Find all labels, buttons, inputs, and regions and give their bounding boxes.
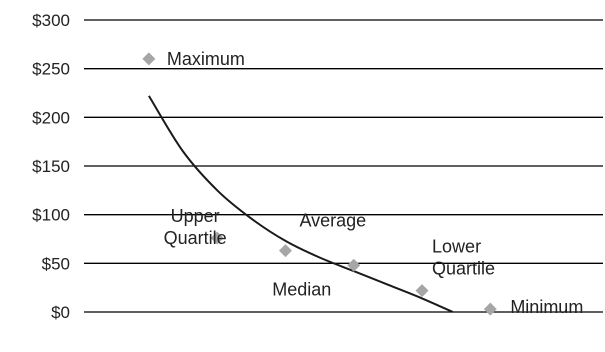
data-label: Maximum (167, 49, 245, 69)
data-point-marker (210, 231, 224, 245)
trend-curve (148, 95, 454, 313)
trend-curve-layer (148, 95, 454, 313)
data-label: Median (272, 279, 331, 299)
data-label: Lower Quartile (432, 237, 495, 279)
y-tick-label: $200 (32, 108, 70, 127)
y-tick-label: $100 (32, 206, 70, 225)
gridlines (84, 19, 603, 313)
y-tick-label: $300 (32, 11, 70, 30)
y-tick-label: $150 (32, 157, 70, 176)
data-point-marker (483, 302, 497, 316)
data-points (142, 52, 497, 316)
data-point-marker (347, 258, 361, 272)
data-point-marker (278, 244, 292, 258)
y-axis-tick-labels: $0 $50 $100 $150 $200 $250 $300 (32, 11, 70, 322)
point-labels: Maximum Upper Quartile Average Median Lower Qu… (164, 49, 584, 317)
y-tick-label: $0 (51, 303, 70, 322)
data-point-marker (142, 52, 156, 66)
data-label: Average (299, 211, 366, 231)
data-label: Upper Quartile (164, 206, 227, 248)
data-point-marker (415, 284, 429, 298)
y-tick-label: $50 (42, 254, 70, 273)
y-tick-label: $250 (32, 60, 70, 79)
data-label: Minimum (510, 297, 583, 317)
